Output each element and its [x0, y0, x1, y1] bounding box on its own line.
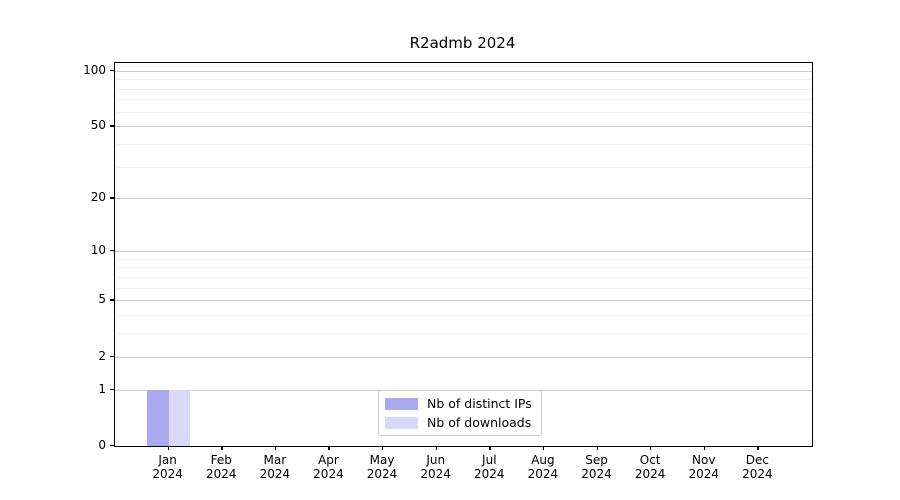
x-tick-mark — [650, 446, 652, 451]
x-tick-label: Apr 2024 — [298, 453, 358, 481]
minor-gridline — [115, 267, 812, 269]
x-tick-mark — [703, 446, 706, 451]
x-tick-year: 2024 — [742, 467, 773, 481]
x-tick-year: 2024 — [420, 467, 451, 481]
minor-gridline — [115, 166, 812, 168]
minor-gridline — [115, 111, 812, 113]
x-tick-label: Jan 2024 — [138, 453, 198, 481]
y-tick-label: 1 — [98, 381, 106, 396]
y-tick-label: 100 — [83, 62, 106, 77]
x-tick-year: 2024 — [205, 467, 237, 481]
x-tick-year: 2024 — [581, 467, 612, 481]
y-tick-label: 0 — [98, 438, 106, 452]
legend-row-distinct-ips: Nb of distinct IPs — [385, 396, 532, 411]
minor-gridline — [115, 333, 812, 335]
minor-gridline — [115, 88, 812, 90]
y-tick-label: 20 — [90, 190, 106, 205]
minor-gridline — [115, 258, 812, 260]
x-tick-month: Sep — [585, 453, 608, 467]
x-tick-year: 2024 — [313, 467, 344, 481]
minor-gridline — [115, 287, 812, 289]
x-tick-year: 2024 — [259, 467, 291, 481]
y-tick-label: 2 — [98, 348, 106, 363]
legend-row-downloads: Nb of downloads — [385, 415, 532, 430]
minor-gridline — [115, 79, 812, 81]
x-tick-mark — [596, 446, 598, 451]
legend: Nb of distinct IPs Nb of downloads — [378, 390, 542, 436]
bar-downloads-jan — [168, 389, 191, 446]
major-gridline — [115, 250, 812, 252]
x-tick-month: Jun — [426, 453, 446, 467]
y-tick-mark — [110, 197, 114, 199]
x-tick-mark — [328, 446, 330, 451]
x-tick-label: Jun 2024 — [406, 453, 466, 481]
x-tick-month: Feb — [210, 453, 232, 467]
major-gridline — [115, 356, 812, 358]
x-tick-mark — [167, 446, 169, 451]
minor-gridline — [115, 315, 812, 317]
x-tick-month: Aug — [531, 453, 555, 467]
x-tick-year: 2024 — [366, 467, 398, 481]
chart-title: R2admb 2024 — [409, 34, 516, 52]
x-tick-year: 2024 — [474, 467, 505, 481]
x-tick-mark — [274, 446, 277, 451]
x-tick-year: 2024 — [634, 467, 666, 481]
minor-gridline — [115, 143, 812, 145]
legend-swatch-downloads — [385, 416, 418, 429]
minor-gridline — [115, 99, 812, 101]
y-tick-mark — [110, 69, 114, 71]
x-tick-label: May 2024 — [352, 453, 412, 481]
y-tick-mark — [110, 299, 114, 301]
x-tick-mark — [542, 446, 545, 451]
x-tick-mark — [489, 446, 491, 451]
x-tick-year: 2024 — [688, 467, 720, 481]
x-tick-label: Dec 2024 — [727, 453, 787, 481]
y-tick-label: 50 — [90, 118, 106, 133]
x-tick-month: May — [369, 453, 395, 467]
x-tick-mark — [221, 446, 223, 451]
major-gridline — [115, 70, 812, 72]
x-tick-month: Mar — [263, 453, 287, 467]
x-tick-year: 2024 — [152, 467, 183, 481]
x-tick-month: Apr — [318, 453, 339, 467]
plot-area — [114, 62, 813, 447]
major-gridline — [115, 198, 812, 200]
x-tick-month: Jan — [158, 453, 177, 467]
x-tick-label: Nov 2024 — [674, 453, 734, 481]
x-tick-month: Dec — [745, 453, 769, 467]
x-tick-mark — [382, 446, 384, 451]
legend-label-downloads: Nb of downloads — [427, 415, 532, 430]
x-tick-label: Oct 2024 — [620, 453, 680, 481]
x-tick-label: Jul 2024 — [459, 453, 519, 481]
y-tick-mark — [110, 125, 114, 127]
x-tick-mark — [757, 446, 759, 451]
y-tick-mark — [110, 388, 114, 390]
x-tick-label: Sep 2024 — [567, 453, 627, 481]
major-gridline — [115, 126, 812, 128]
x-tick-month: Nov — [692, 453, 716, 467]
bar-distinct-ips-jan — [147, 389, 169, 446]
x-tick-label: Aug 2024 — [513, 453, 573, 481]
x-tick-month: Oct — [639, 453, 661, 467]
minor-gridline — [115, 276, 812, 278]
x-tick-year: 2024 — [527, 467, 559, 481]
y-tick-mark — [110, 445, 114, 447]
y-tick-label: 10 — [90, 242, 106, 257]
major-gridline — [115, 300, 812, 302]
x-tick-label: Mar 2024 — [245, 453, 305, 481]
legend-label-distinct-ips: Nb of distinct IPs — [427, 396, 532, 411]
x-tick-month: Jul — [482, 453, 497, 467]
x-tick-mark — [435, 446, 437, 451]
x-tick-label: Feb 2024 — [191, 453, 251, 481]
legend-swatch-distinct-ips — [385, 397, 418, 410]
y-tick-label: 5 — [98, 292, 106, 307]
y-tick-mark — [110, 355, 114, 357]
y-tick-mark — [110, 249, 114, 252]
